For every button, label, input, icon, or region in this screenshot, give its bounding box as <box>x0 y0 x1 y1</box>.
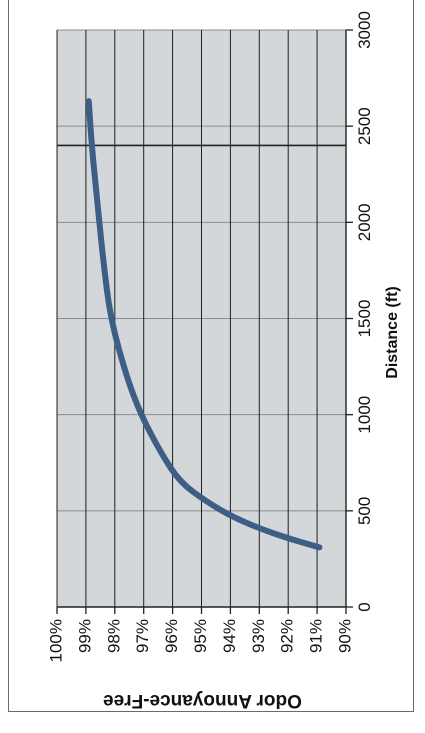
series-group <box>85 98 323 551</box>
x-tick-label: 2000 <box>355 203 374 241</box>
y-axis-title: Odor Annoyance-Free <box>103 690 302 711</box>
axes <box>56 29 353 614</box>
x-tick-label: 0 <box>355 602 374 611</box>
x-tick-label: 3000 <box>355 11 374 49</box>
x-tick-label: 2500 <box>355 107 374 145</box>
x-tick-label: 1000 <box>355 396 374 434</box>
series-line <box>85 98 323 551</box>
y-tick-label: 96% <box>162 619 181 653</box>
y-tick-label: 94% <box>220 619 239 653</box>
y-tick-label: 97% <box>133 619 152 653</box>
y-tick-label: 99% <box>75 619 94 653</box>
y-tick-label: 92% <box>278 619 297 653</box>
y-tick-label: 95% <box>191 619 210 653</box>
y-tick-label: 93% <box>249 619 268 653</box>
y-tick-label: 98% <box>104 619 123 653</box>
x-tick-label: 1500 <box>355 300 374 338</box>
y-tick-label: 91% <box>307 619 326 653</box>
y-tick-labels: 100% 99% 98% 97% 96% 95% 94% 93% 92% 91% 90% <box>46 619 354 662</box>
x-tick-label: 500 <box>355 497 374 525</box>
x-axis-title: Distance (ft) <box>384 286 401 378</box>
x-tick-labels: 0 500 1000 1500 2000 2500 3000 <box>355 11 374 612</box>
y-tick-label: 100% <box>46 619 65 662</box>
y-tick-label: 90% <box>335 619 354 653</box>
chart-frame <box>8 0 414 712</box>
